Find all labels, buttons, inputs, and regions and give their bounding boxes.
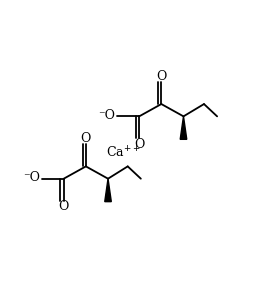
Text: O: O [81, 133, 91, 145]
Text: Ca$^{++}$: Ca$^{++}$ [106, 146, 141, 161]
Text: O: O [134, 138, 144, 151]
Text: O: O [59, 200, 69, 213]
Text: ⁻O: ⁻O [98, 108, 115, 122]
Text: O: O [156, 70, 167, 83]
Polygon shape [105, 179, 111, 202]
Polygon shape [180, 116, 187, 139]
Text: ⁻O: ⁻O [23, 171, 40, 184]
